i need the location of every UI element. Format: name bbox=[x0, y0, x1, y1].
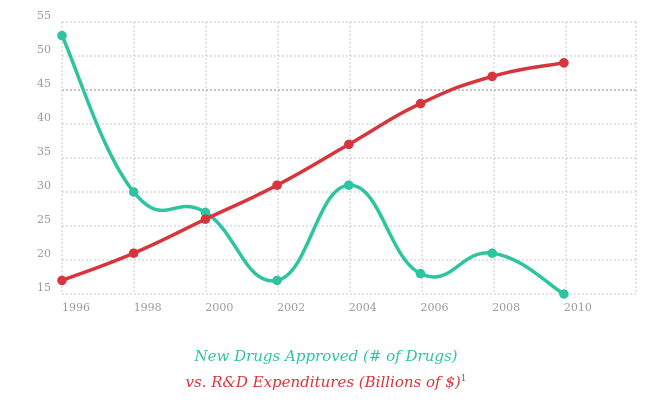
caption-rd-expenditures: vs. R&D Expenditures (Billions of $) bbox=[185, 373, 461, 391]
series-1-point-2010 bbox=[559, 58, 569, 68]
series-1-point-1996 bbox=[57, 275, 67, 286]
chart-caption-line-1: New Drugs Approved (# of Drugs) bbox=[0, 346, 652, 366]
y-tick-label-35: 35 bbox=[37, 145, 51, 158]
x-tick-label-2008: 2008 bbox=[492, 301, 520, 314]
y-tick-label-40: 40 bbox=[37, 111, 51, 124]
y-tick-label-45: 45 bbox=[37, 77, 51, 90]
series-line-1 bbox=[60, 61, 566, 283]
series-0-point-2004 bbox=[344, 180, 354, 190]
footnote-marker: 1 bbox=[460, 374, 467, 384]
series-0-point-1998 bbox=[128, 187, 139, 197]
series-1-point-2000 bbox=[200, 214, 211, 224]
series-1-point-1998 bbox=[128, 248, 139, 258]
series-0-point-2008 bbox=[487, 248, 498, 258]
y-tick-label-30: 30 bbox=[37, 179, 51, 192]
series-0-point-2000 bbox=[200, 207, 211, 218]
series-1-point-2008 bbox=[487, 71, 498, 82]
series-1-point-2006 bbox=[415, 98, 426, 109]
x-tick-label-2006: 2006 bbox=[421, 301, 449, 314]
series-0-point-2002 bbox=[272, 275, 282, 286]
series-0-point-1996 bbox=[57, 30, 67, 41]
x-tick-label-1996: 1996 bbox=[62, 301, 90, 314]
y-tick-label-55: 55 bbox=[37, 9, 51, 22]
series-0-point-2010 bbox=[559, 289, 569, 299]
x-tick-label-2010: 2010 bbox=[564, 301, 592, 314]
y-tick-label-15: 15 bbox=[37, 281, 51, 294]
series-1-point-2002 bbox=[272, 180, 282, 190]
x-tick-label-1998: 1998 bbox=[134, 301, 162, 314]
grid-layer bbox=[61, 21, 637, 295]
y-tick-label-50: 50 bbox=[37, 43, 51, 56]
x-tick-label-2004: 2004 bbox=[349, 301, 377, 314]
chart-caption-line-2: vs. R&D Expenditures (Billions of $)1 bbox=[0, 372, 652, 392]
caption-drugs-approved: New Drugs Approved (# of Drugs) bbox=[194, 347, 458, 365]
line-chart: 15 20 25 30 35 40 45 50 55 1996 1998 2000 2002 2004 20… bbox=[37, 9, 637, 314]
y-tick-label-25: 25 bbox=[37, 213, 51, 226]
y-tick-label-20: 20 bbox=[37, 247, 51, 260]
series-layer bbox=[57, 30, 569, 299]
tick-layer: 15 20 25 30 35 40 45 50 55 1996 1998 2000 2002 2004 20… bbox=[37, 9, 592, 314]
x-tick-label-2002: 2002 bbox=[277, 301, 305, 314]
x-tick-label-2000: 2000 bbox=[205, 301, 233, 314]
series-1-point-2004 bbox=[344, 139, 354, 150]
series-0-point-2006 bbox=[415, 268, 426, 279]
